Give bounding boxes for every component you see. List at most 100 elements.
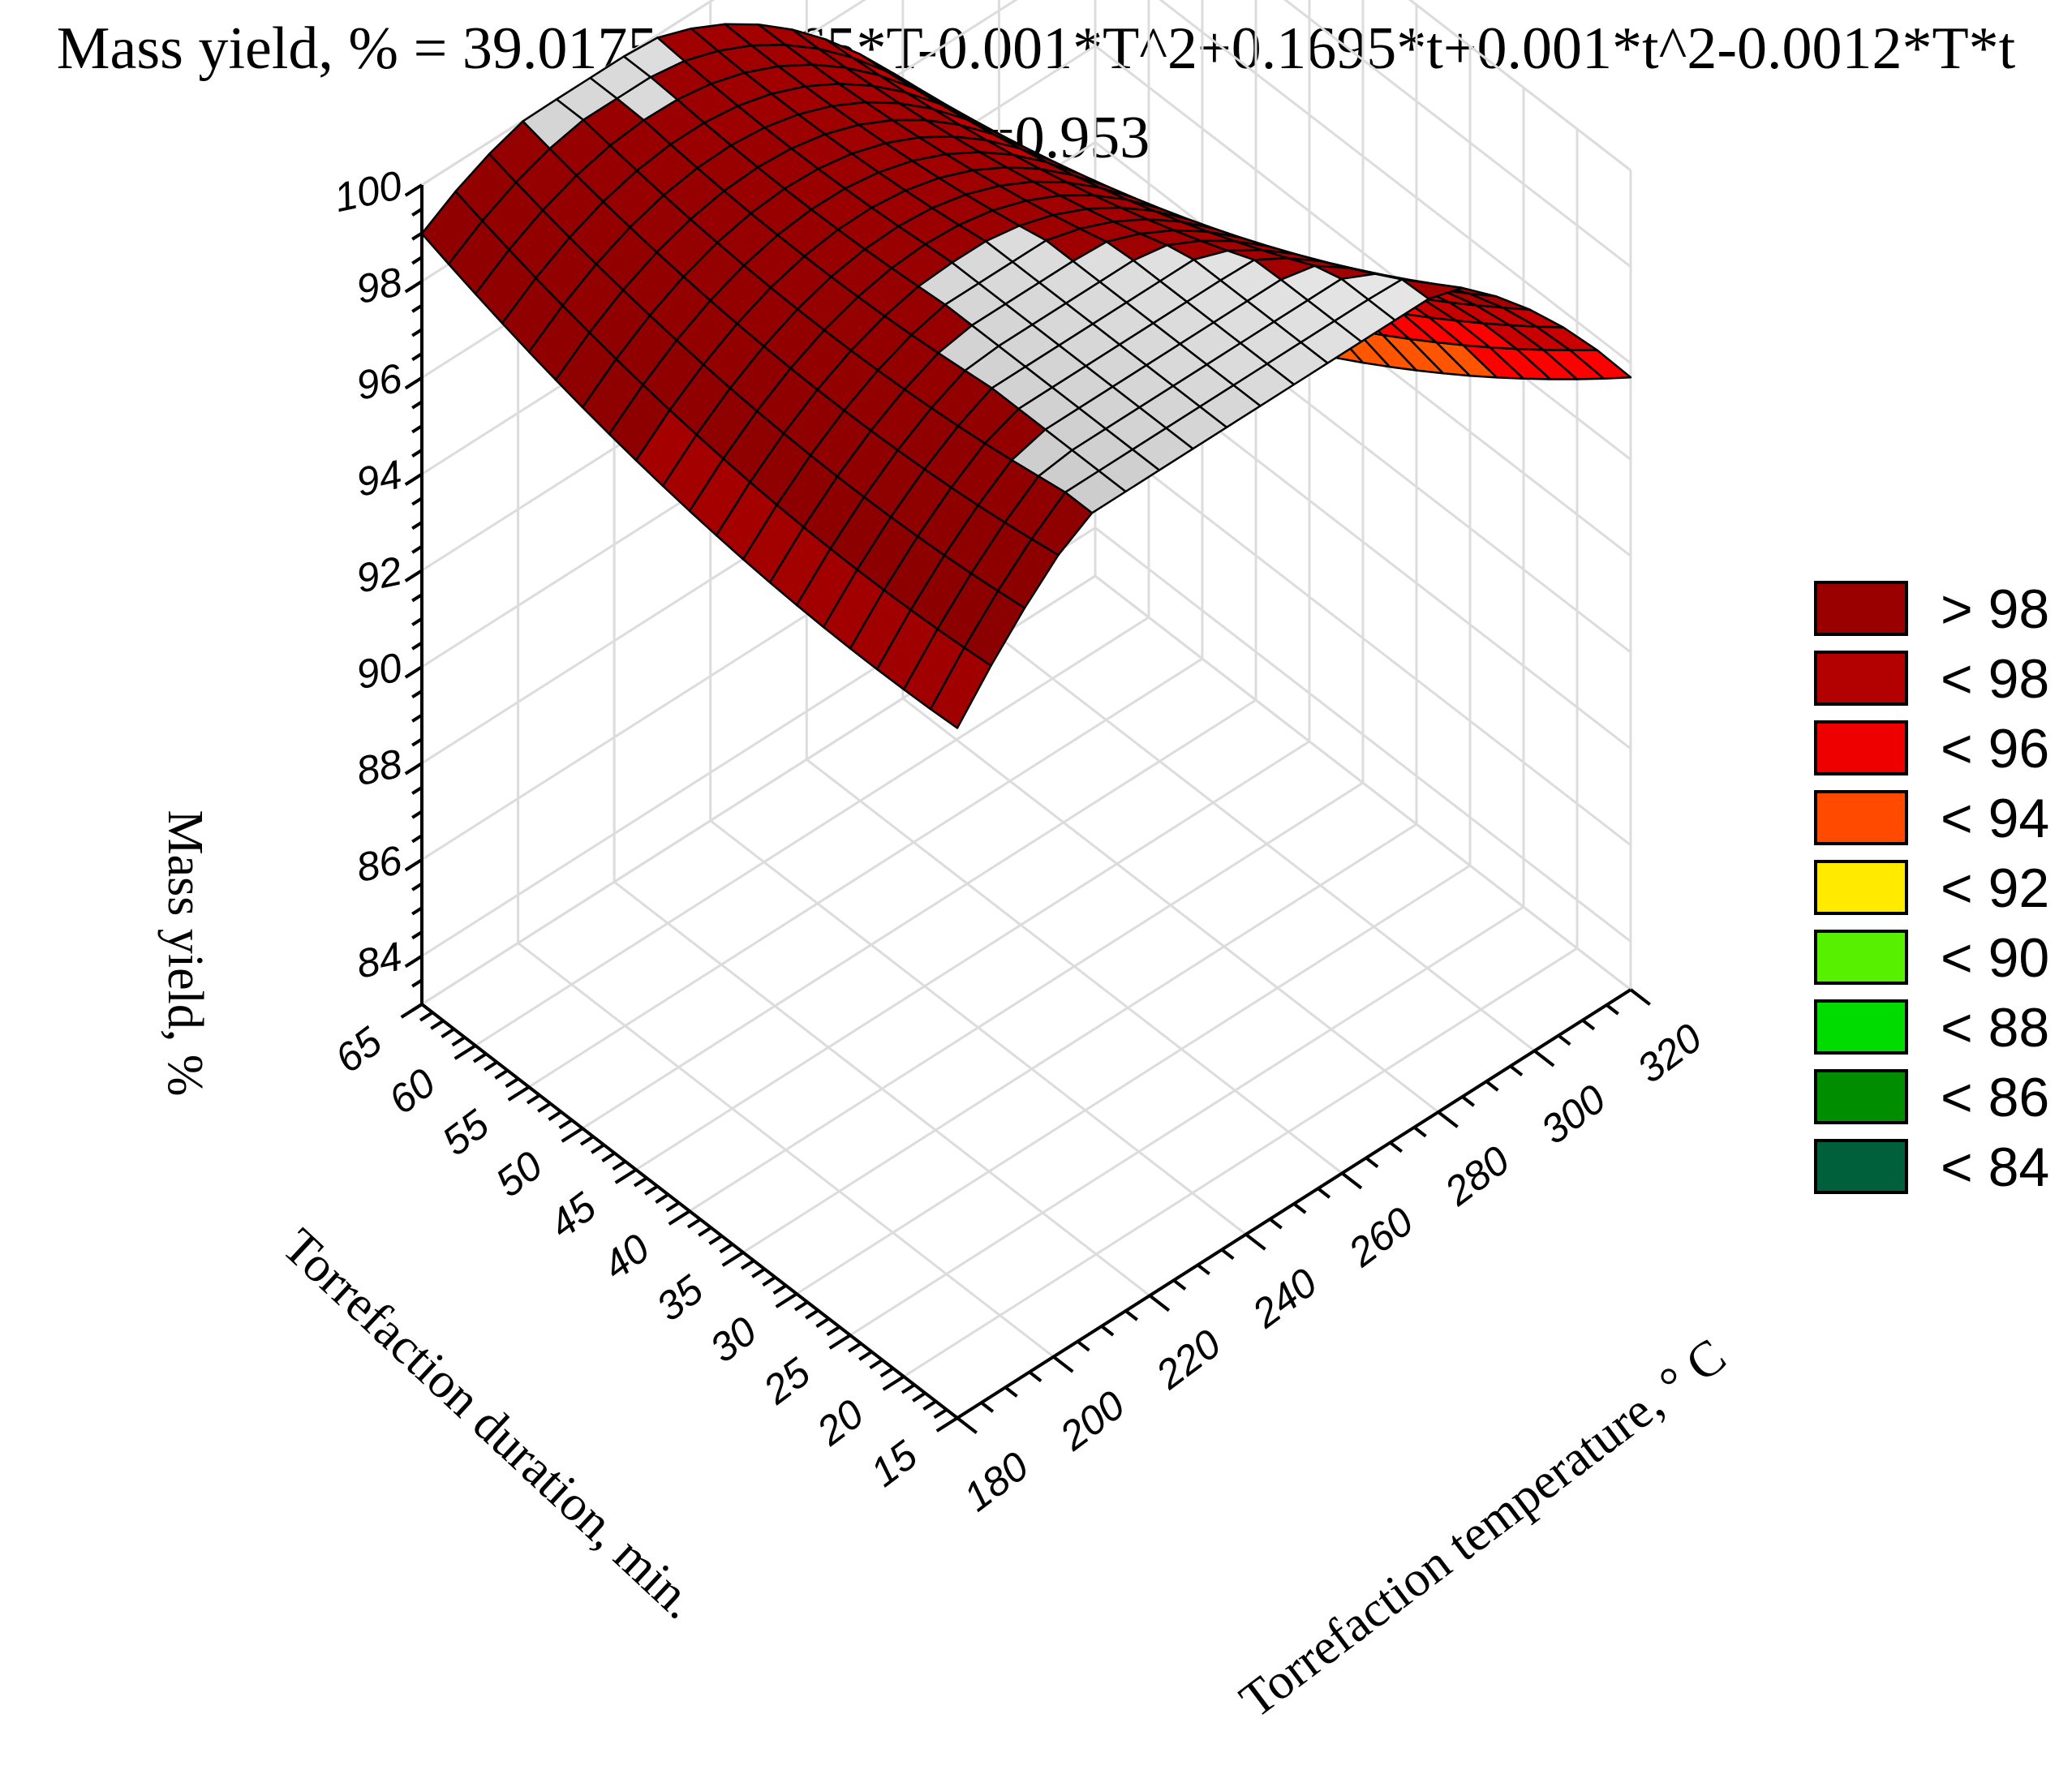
- yield-tick: [411, 882, 423, 891]
- side-wall-gridline: [1159, 0, 1631, 364]
- yield-tick: [411, 785, 423, 795]
- yield-tick: [411, 906, 423, 916]
- yield-tick: [411, 496, 423, 506]
- yield-tick: [411, 1003, 423, 1012]
- yield-tick: [411, 424, 423, 434]
- temperature-tick: [1076, 1340, 1090, 1352]
- temperature-tick: [1389, 1141, 1404, 1154]
- yield-tick: [411, 617, 423, 626]
- duration-tick: [454, 1044, 477, 1060]
- duration-tick: [614, 1168, 638, 1184]
- axes: [400, 183, 1651, 1434]
- floor-gridline: [689, 781, 1364, 1213]
- floor-gridline: [582, 698, 1257, 1130]
- floor-gridline: [742, 823, 1417, 1254]
- yield-tick: [411, 208, 423, 217]
- temperature-tick: [1172, 1278, 1187, 1291]
- temperature-tick: [956, 1416, 978, 1434]
- yield-tick: [411, 690, 423, 699]
- temperature-tick: [1533, 1049, 1555, 1068]
- duration-tick: [507, 1085, 531, 1102]
- duration-tick: [805, 1308, 819, 1320]
- yield-tick-label: 88: [352, 741, 406, 794]
- yield-tick: [411, 810, 423, 819]
- yield-tick: [411, 352, 423, 362]
- z-axis-label: Mass yield, %: [157, 810, 213, 1096]
- duration-tick: [858, 1350, 873, 1361]
- duration-tick-label: 25: [754, 1349, 819, 1413]
- duration-tick-label: 60: [380, 1059, 444, 1123]
- duration-tick: [772, 1284, 787, 1295]
- duration-tick: [721, 1251, 745, 1267]
- duration-tick: [668, 1209, 691, 1226]
- temperature-tick: [980, 1401, 995, 1413]
- yield-tick: [411, 737, 423, 747]
- duration-tick-label: 50: [488, 1142, 551, 1205]
- legend-swatch: [1814, 720, 1908, 775]
- temperature-tick-label: 220: [1147, 1321, 1229, 1398]
- temperature-tick: [1124, 1309, 1138, 1321]
- yield-tick: [404, 183, 423, 197]
- duration-tick-label: 15: [862, 1432, 926, 1495]
- temperature-tick: [1220, 1248, 1235, 1261]
- temperature-tick: [1341, 1171, 1363, 1190]
- yield-tick: [404, 472, 423, 487]
- yield-tick: [411, 713, 423, 723]
- x-axis-label: Torrefaction temperature, ° C: [1230, 1328, 1736, 1728]
- legend-swatch: [1814, 581, 1908, 636]
- chart-title: Mass yield, % = 39.0175+0.5065*T-0.001*T…: [56, 15, 2016, 82]
- legend-label: < 86: [1941, 1067, 2049, 1128]
- yield-tick-label: 94: [352, 451, 406, 505]
- yield-tick: [411, 449, 423, 458]
- legend: > 98 < 98 < 96 < 94 < 92 < 90 < 88 < 86 < 84: [1814, 578, 2049, 1198]
- temperature-tick-label: 240: [1244, 1260, 1326, 1338]
- duration-tick: [879, 1367, 894, 1378]
- duration-tick: [537, 1102, 552, 1113]
- side-wall-gridline: [1094, 45, 1631, 461]
- duration-tick: [558, 1119, 573, 1130]
- legend-swatch: [1814, 790, 1908, 845]
- duration-tick: [793, 1300, 809, 1312]
- yield-tick: [404, 858, 423, 872]
- yield-tick: [411, 930, 423, 940]
- legend-swatch: [1814, 860, 1908, 915]
- yield-tick: [404, 762, 423, 775]
- floor-gridline: [528, 657, 1203, 1089]
- duration-tick: [847, 1342, 862, 1353]
- side-wall-gridline: [1094, 574, 1631, 991]
- yield-tick: [404, 376, 423, 390]
- duration-tick: [633, 1176, 648, 1188]
- yield-tick: [404, 665, 423, 679]
- duration-tick: [655, 1192, 669, 1204]
- temperature-tick-label: 300: [1533, 1076, 1614, 1153]
- duration-tick: [922, 1399, 937, 1411]
- yield-tick: [411, 641, 423, 651]
- duration-tick-label: 45: [541, 1184, 604, 1247]
- duration-tick: [612, 1160, 626, 1171]
- temperature-tick: [1148, 1294, 1171, 1312]
- yield-tick: [404, 954, 423, 969]
- legend-swatch: [1814, 999, 1908, 1055]
- duration-tick: [526, 1093, 541, 1105]
- duration-tick: [826, 1325, 840, 1337]
- duration-tick-label: 55: [434, 1101, 497, 1164]
- temperature-tick: [1028, 1370, 1042, 1383]
- floor-gridline: [849, 905, 1524, 1337]
- yield-tick: [411, 303, 423, 313]
- duration-tick-label: 20: [808, 1390, 872, 1454]
- duration-tick: [548, 1110, 562, 1121]
- legend-label: > 98: [1941, 578, 2049, 640]
- duration-tick: [912, 1391, 926, 1403]
- yield-tick: [411, 231, 423, 241]
- side-wall-gridline: [1094, 430, 1631, 846]
- duration-tick: [472, 1052, 488, 1063]
- temperature-tick: [1004, 1385, 1018, 1398]
- yield-tick: [411, 593, 423, 603]
- temperature-tick: [1052, 1355, 1074, 1373]
- duration-tick: [708, 1234, 723, 1245]
- duration-tick-label: 65: [327, 1018, 390, 1081]
- duration-tick: [430, 1019, 445, 1030]
- temperature-tick: [1197, 1263, 1210, 1276]
- duration-tick: [762, 1275, 776, 1287]
